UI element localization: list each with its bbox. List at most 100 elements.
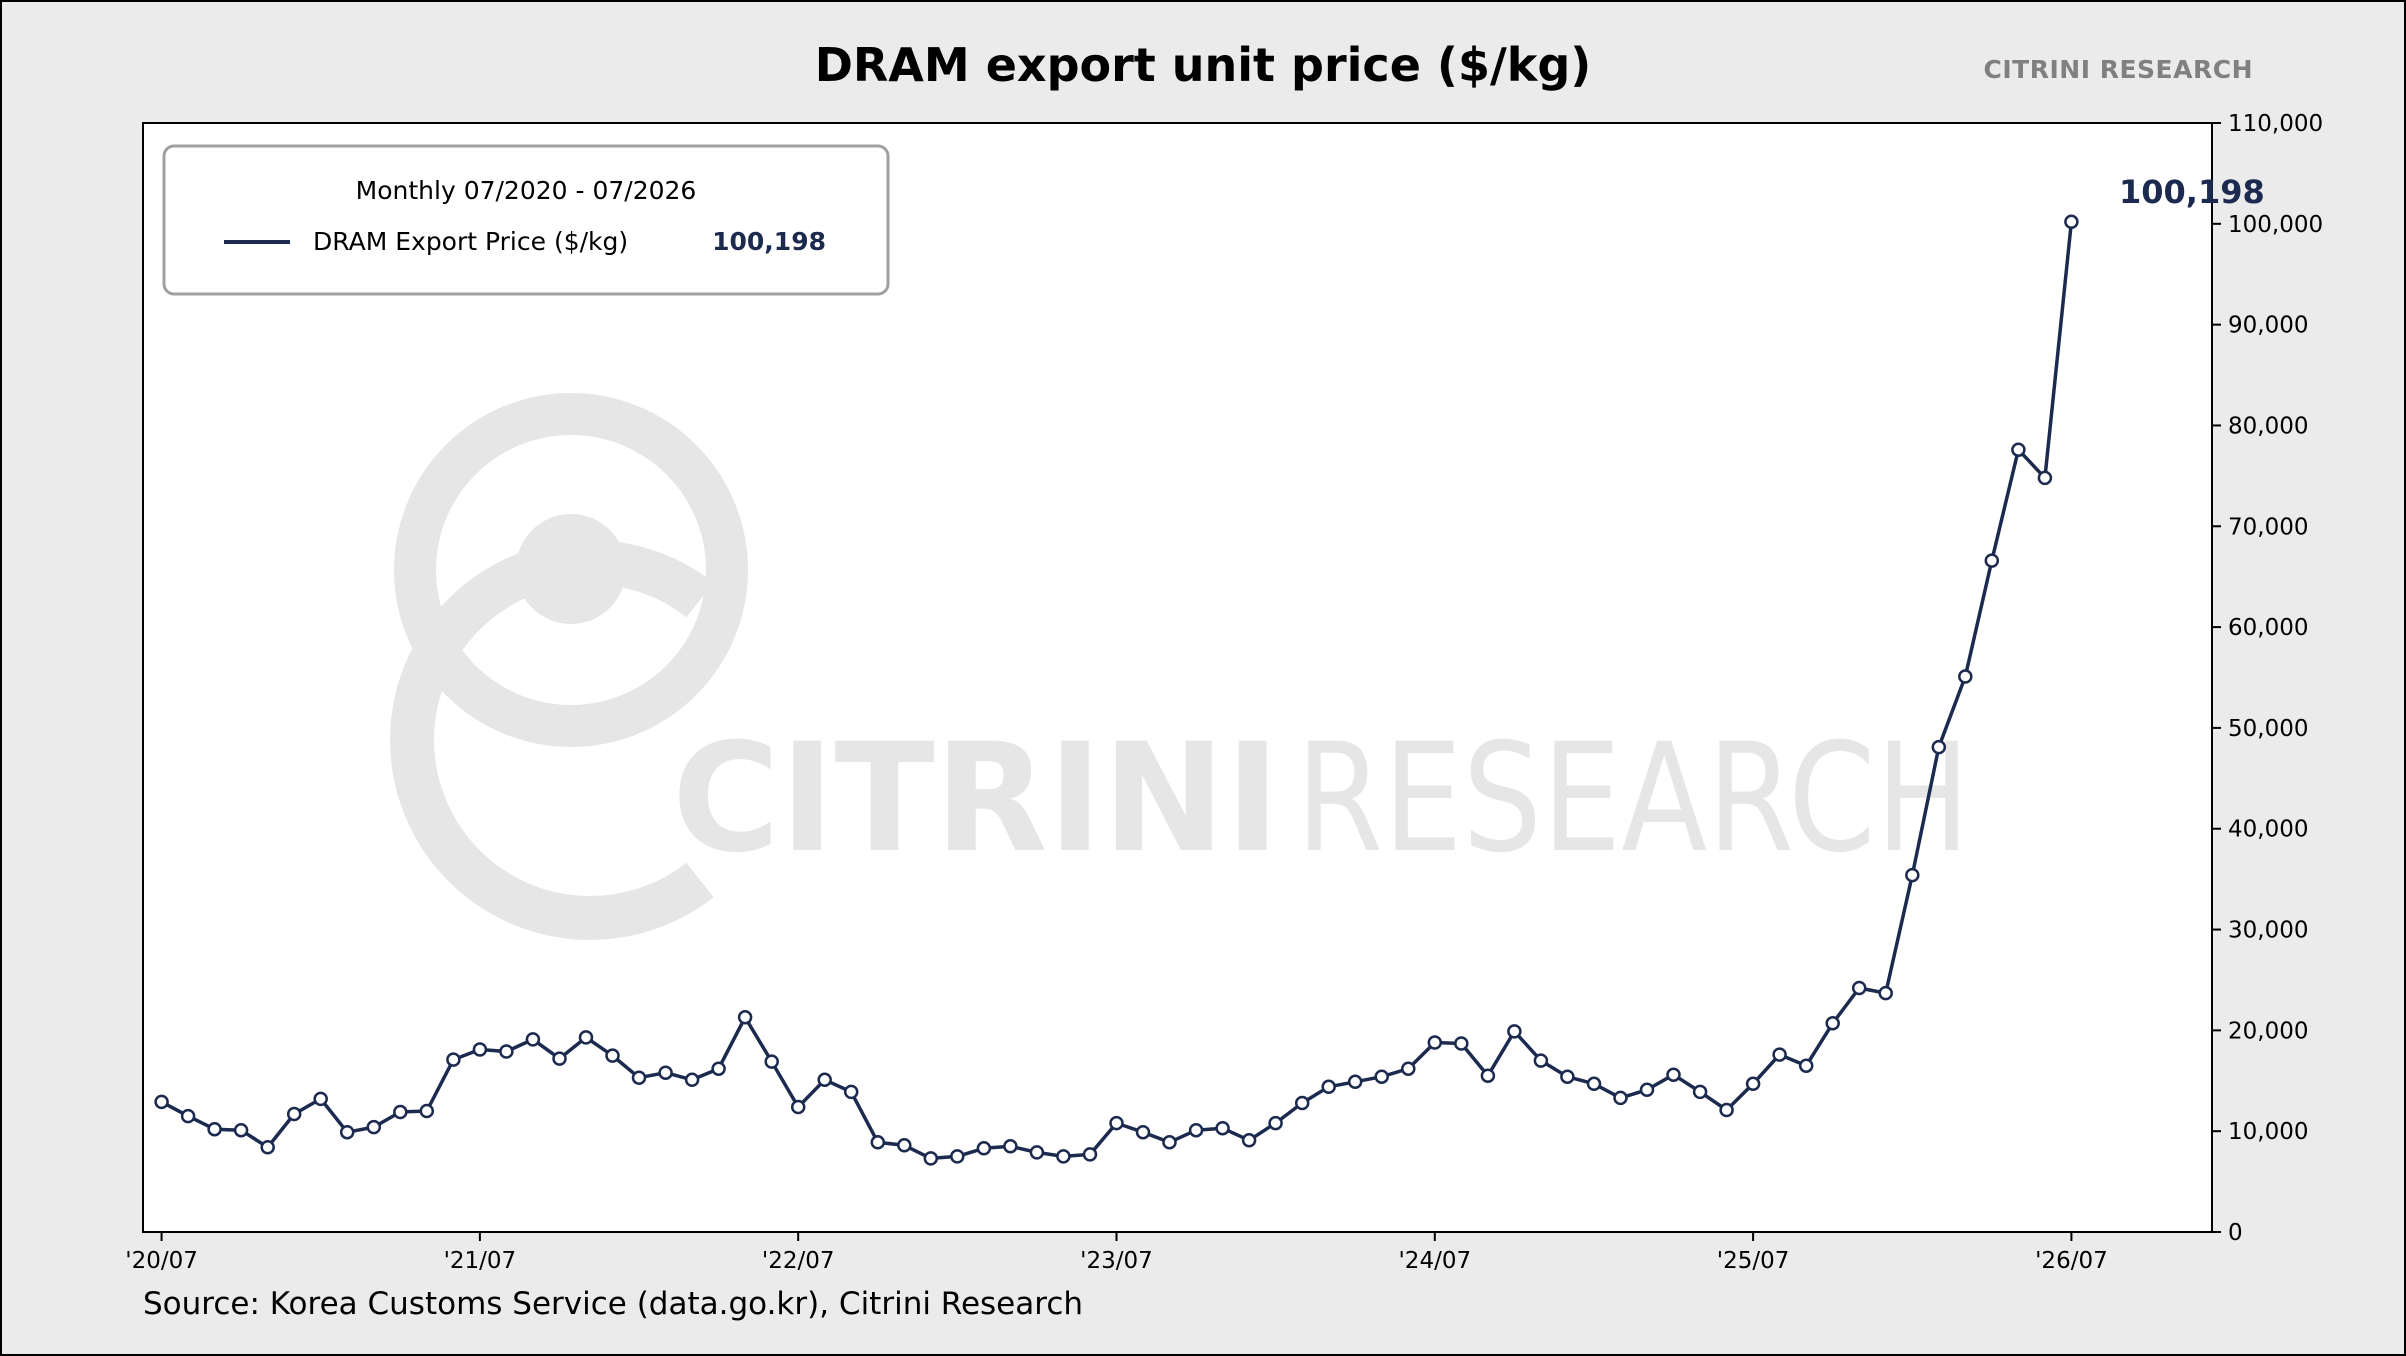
data-point <box>1347 1074 1363 1090</box>
data-point <box>419 1103 435 1119</box>
data-point <box>2037 470 2053 486</box>
data-point <box>1984 553 2000 568</box>
data-point <box>1586 1076 1602 1092</box>
data-point <box>605 1048 620 1063</box>
data-point <box>1294 1095 1310 1111</box>
data-point <box>1745 1076 1761 1092</box>
data-point <box>1719 1102 1734 1118</box>
data-point <box>790 1099 806 1115</box>
data-point <box>1507 1024 1522 1039</box>
x-tick-label: '23/07 <box>1080 1248 1153 1274</box>
last-value-label: 100,198 <box>2119 173 2265 211</box>
legend-series-value: 100,198 <box>712 227 826 256</box>
data-point <box>764 1054 779 1069</box>
data-point <box>1082 1147 1098 1162</box>
y-tick-label: 90,000 <box>2228 313 2308 339</box>
x-tick-label: '25/07 <box>1717 1248 1790 1274</box>
data-point <box>1666 1067 1681 1082</box>
legend: Monthly 07/2020 - 07/2026 DRAM Export Pr… <box>162 144 890 296</box>
data-point <box>950 1149 965 1164</box>
series-dram-export-price <box>154 214 2079 1166</box>
brand-label: CITRINI RESEARCH <box>1983 55 2253 84</box>
data-point <box>154 1094 169 1110</box>
data-point <box>1427 1035 1443 1050</box>
x-tick-label: '22/07 <box>762 1248 835 1274</box>
data-point <box>1241 1133 1257 1148</box>
data-point <box>2064 214 2079 230</box>
data-point <box>286 1106 302 1122</box>
data-point <box>1109 1115 1124 1131</box>
data-point <box>1851 980 1867 996</box>
watermark-word-citrini: CITRINI <box>672 712 1280 886</box>
data-point <box>817 1072 832 1088</box>
data-point <box>631 1070 647 1085</box>
watermark: CITRINI RESEARCH <box>390 393 1970 940</box>
x-axis: '20/07 '21/07 '22/07 '23/07 '24/07 '25/07 '26/… <box>125 1232 2108 1274</box>
data-point <box>1135 1124 1151 1140</box>
data-point <box>1560 1069 1575 1084</box>
y-tick-label: 110,000 <box>2228 111 2323 137</box>
data-point <box>1692 1084 1708 1100</box>
y-tick-label: 0 <box>2228 1220 2243 1246</box>
data-point <box>1825 1016 1840 1031</box>
legend-title: Monthly 07/2020 - 07/2026 <box>356 176 697 205</box>
y-tick-label: 100,000 <box>2228 212 2323 238</box>
x-tick-label: '26/07 <box>2035 1248 2108 1274</box>
data-point <box>1772 1047 1787 1062</box>
data-point <box>233 1122 249 1138</box>
data-point <box>578 1030 594 1045</box>
data-point <box>339 1124 355 1140</box>
watermark-word-research: RESEARCH <box>1296 712 1970 886</box>
data-point <box>207 1121 222 1137</box>
data-point <box>1056 1149 1071 1164</box>
data-point <box>1533 1053 1549 1068</box>
data-point <box>1162 1135 1177 1150</box>
data-point <box>1878 985 1893 1001</box>
citrini-logo-arc-icon <box>390 540 714 940</box>
chart-title: DRAM export unit price ($/kg) <box>814 38 1592 92</box>
data-point <box>1215 1120 1230 1136</box>
data-point <box>1931 739 1947 755</box>
y-tick-label: 60,000 <box>2228 615 2308 641</box>
y-tick-label: 80,000 <box>2228 413 2308 439</box>
data-point <box>1268 1115 1283 1131</box>
y-tick-label: 40,000 <box>2228 817 2308 843</box>
x-tick-label: '21/07 <box>444 1248 517 1274</box>
source-note: Source: Korea Customs Service (data.go.k… <box>143 1286 1084 1322</box>
data-point <box>260 1140 275 1155</box>
x-tick-label: '24/07 <box>1398 1248 1471 1274</box>
data-point <box>180 1108 196 1124</box>
y-tick-label: 50,000 <box>2228 716 2308 742</box>
data-point <box>366 1119 382 1135</box>
citrini-logo-icon <box>394 393 748 747</box>
data-point <box>976 1141 992 1156</box>
data-point <box>472 1042 488 1057</box>
data-point <box>1374 1069 1389 1084</box>
data-point <box>1958 669 1973 684</box>
data-point <box>658 1065 673 1080</box>
data-point <box>1905 867 1920 883</box>
y-tick-label: 20,000 <box>2228 1018 2308 1044</box>
data-point <box>897 1138 912 1153</box>
data-point <box>499 1044 514 1059</box>
data-point <box>843 1084 859 1100</box>
data-point <box>552 1051 567 1066</box>
y-tick-label: 30,000 <box>2228 918 2308 944</box>
data-point <box>1321 1079 1336 1095</box>
data-point <box>525 1032 541 1047</box>
data-point <box>446 1052 461 1067</box>
data-point <box>1029 1145 1045 1160</box>
data-point <box>1188 1122 1204 1138</box>
data-point <box>923 1151 939 1166</box>
data-point <box>684 1072 700 1088</box>
data-point <box>870 1135 886 1150</box>
data-point <box>1454 1036 1469 1051</box>
legend-box <box>162 144 890 296</box>
x-tick-label: '20/07 <box>125 1248 198 1274</box>
data-point <box>393 1104 408 1120</box>
data-point <box>1003 1139 1018 1154</box>
data-point <box>1480 1068 1496 1083</box>
data-point <box>1401 1061 1416 1076</box>
data-point <box>1798 1058 1814 1073</box>
